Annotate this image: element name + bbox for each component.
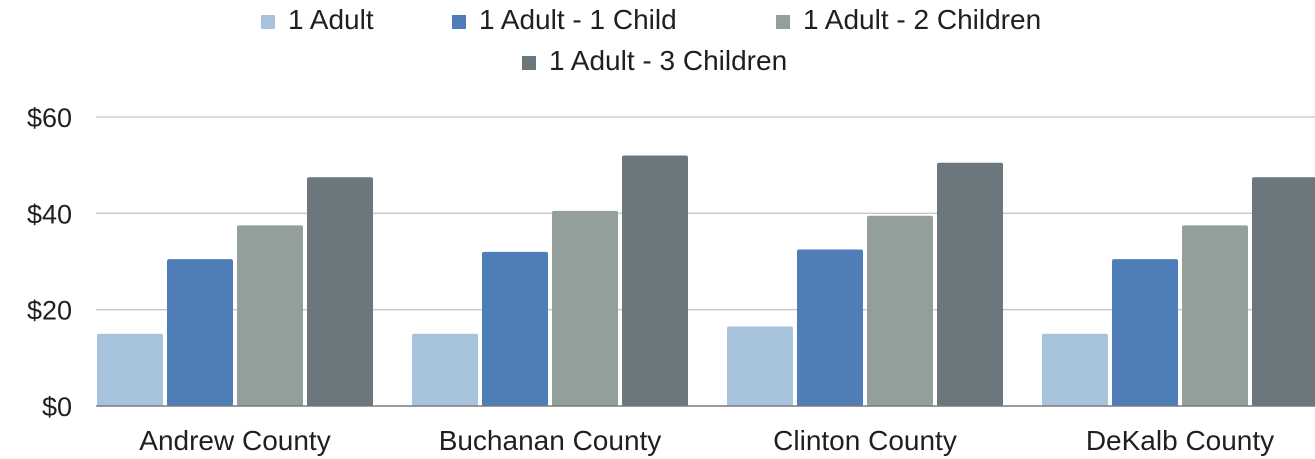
bar-buchanan-county-series-4 bbox=[622, 156, 688, 406]
legend-swatch bbox=[261, 15, 275, 29]
y-axis-ticks: $0 $20 $40 $60 bbox=[27, 103, 72, 422]
bar-dekalb-county-series-3 bbox=[1182, 225, 1248, 406]
bar-clinton-county-series-1 bbox=[727, 327, 793, 406]
legend-label: 1 Adult bbox=[288, 4, 374, 35]
x-category-label: Buchanan County bbox=[439, 425, 662, 456]
bar-buchanan-county-series-1 bbox=[412, 334, 478, 406]
y-tick-label: $40 bbox=[27, 199, 72, 229]
y-tick-label: $0 bbox=[42, 392, 72, 422]
bar-andrew-county-series-3 bbox=[237, 225, 303, 406]
x-category-label: DeKalb County bbox=[1086, 425, 1274, 456]
bar-dekalb-county-series-1 bbox=[1042, 334, 1108, 406]
bar-clinton-county-series-2 bbox=[797, 249, 863, 406]
x-axis-labels: Andrew County Buchanan County Clinton Coun… bbox=[139, 425, 1274, 456]
legend-label: 1 Adult - 2 Children bbox=[803, 4, 1041, 35]
bar-dekalb-county-series-4 bbox=[1252, 177, 1315, 406]
bar-clinton-county-series-3 bbox=[867, 216, 933, 406]
y-tick-label: $20 bbox=[27, 296, 72, 326]
bar-andrew-county-series-4 bbox=[307, 177, 373, 406]
x-category-label: Clinton County bbox=[773, 425, 957, 456]
legend-label: 1 Adult - 3 Children bbox=[549, 45, 787, 76]
legend-swatch bbox=[522, 56, 536, 70]
x-category-label: Andrew County bbox=[139, 425, 330, 456]
legend-swatch bbox=[776, 15, 790, 29]
legend-label: 1 Adult - 1 Child bbox=[479, 4, 677, 35]
bar-andrew-county-series-2 bbox=[167, 259, 233, 406]
bar-clinton-county-series-4 bbox=[937, 163, 1003, 406]
legend: 1 Adult 1 Adult - 1 Child 1 Adult - 2 Chil… bbox=[261, 4, 1041, 76]
bar-dekalb-county-series-2 bbox=[1112, 259, 1178, 406]
bar-buchanan-county-series-2 bbox=[482, 252, 548, 406]
legend-swatch bbox=[452, 15, 466, 29]
bar-buchanan-county-series-3 bbox=[552, 211, 618, 406]
bar-andrew-county-series-1 bbox=[97, 334, 163, 406]
y-tick-label: $60 bbox=[27, 103, 72, 133]
bars bbox=[97, 156, 1315, 406]
